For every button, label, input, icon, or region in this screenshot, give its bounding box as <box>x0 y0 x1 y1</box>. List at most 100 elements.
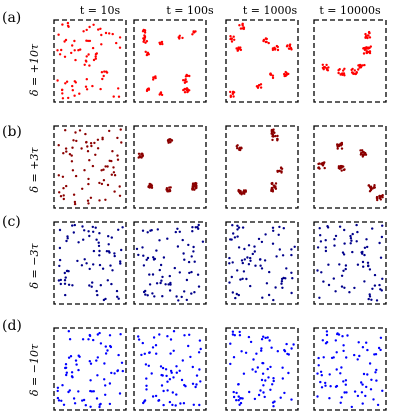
particle <box>343 67 346 71</box>
particle <box>182 79 185 82</box>
particle <box>191 230 194 233</box>
particle <box>98 232 101 235</box>
particle <box>166 389 169 392</box>
particle <box>270 132 273 135</box>
particle <box>271 186 274 190</box>
particle <box>161 366 165 370</box>
particle <box>381 224 384 227</box>
particle <box>181 36 184 40</box>
particle <box>188 271 191 275</box>
column-title-t10000: t = 10000s <box>319 4 381 17</box>
particle <box>233 334 236 337</box>
particle <box>117 87 120 90</box>
particle <box>195 383 198 386</box>
particle <box>64 147 68 150</box>
particle <box>345 356 348 359</box>
particle <box>362 52 366 55</box>
particle <box>88 234 91 238</box>
particle <box>91 84 94 88</box>
particle <box>244 351 248 354</box>
particle <box>272 229 275 232</box>
particle <box>365 341 368 344</box>
particle <box>154 344 158 347</box>
particle <box>77 354 80 357</box>
particle <box>138 155 141 159</box>
particle <box>332 356 335 359</box>
particle <box>349 242 352 245</box>
particle <box>272 405 275 408</box>
particle <box>236 147 239 150</box>
particle <box>193 188 196 191</box>
particle <box>83 229 86 232</box>
particle <box>56 49 59 52</box>
particle <box>230 275 233 279</box>
particle <box>113 174 117 177</box>
panel-a-col3 <box>225 19 299 103</box>
panel-a-col2 <box>133 19 207 103</box>
particle <box>94 55 97 58</box>
particle <box>283 72 286 76</box>
particle <box>324 342 328 345</box>
particle <box>151 273 155 276</box>
particle <box>103 362 106 365</box>
particle <box>104 393 107 396</box>
particle <box>67 330 71 333</box>
particle <box>318 167 321 170</box>
particle <box>92 263 95 266</box>
particle <box>59 278 62 282</box>
particle <box>253 397 257 401</box>
panel-label-d: (d) <box>2 318 22 334</box>
particle <box>183 290 186 293</box>
particle <box>152 256 155 259</box>
particle <box>367 264 370 268</box>
particle <box>290 291 293 295</box>
particle <box>74 58 77 62</box>
particle <box>82 238 85 241</box>
particle <box>113 372 116 375</box>
particle <box>119 260 122 263</box>
particle <box>281 286 284 289</box>
particle <box>190 255 193 258</box>
panel-frame <box>53 125 127 209</box>
particle <box>356 394 360 398</box>
particle <box>61 92 64 95</box>
particle <box>271 242 275 245</box>
particle <box>85 141 88 144</box>
particle <box>65 184 68 188</box>
particle <box>99 284 103 287</box>
particle <box>154 76 157 80</box>
particle <box>268 270 271 274</box>
particle <box>263 259 267 262</box>
particle <box>272 377 275 380</box>
particle <box>324 239 327 242</box>
particle <box>157 399 161 402</box>
particle <box>290 398 293 401</box>
particle <box>259 264 262 267</box>
particle <box>373 284 377 287</box>
particle <box>358 66 361 69</box>
particle <box>329 385 332 388</box>
particle <box>274 286 277 289</box>
particle <box>325 63 328 67</box>
particle <box>319 370 323 373</box>
particle <box>231 330 235 333</box>
particle <box>175 393 178 396</box>
particle <box>61 97 65 100</box>
particle <box>66 237 69 240</box>
panel-d-col4 <box>313 327 387 411</box>
particle <box>361 64 364 67</box>
particle <box>361 346 365 349</box>
particle <box>81 225 84 228</box>
particle <box>91 46 95 50</box>
particle <box>95 359 98 362</box>
particle <box>78 129 82 132</box>
particle <box>274 187 278 190</box>
particle <box>117 353 120 357</box>
particle <box>175 371 178 374</box>
particle <box>85 262 88 265</box>
particle <box>158 268 161 272</box>
particle <box>161 42 164 46</box>
particle <box>334 234 338 238</box>
particle <box>57 33 60 36</box>
particle <box>105 70 108 73</box>
